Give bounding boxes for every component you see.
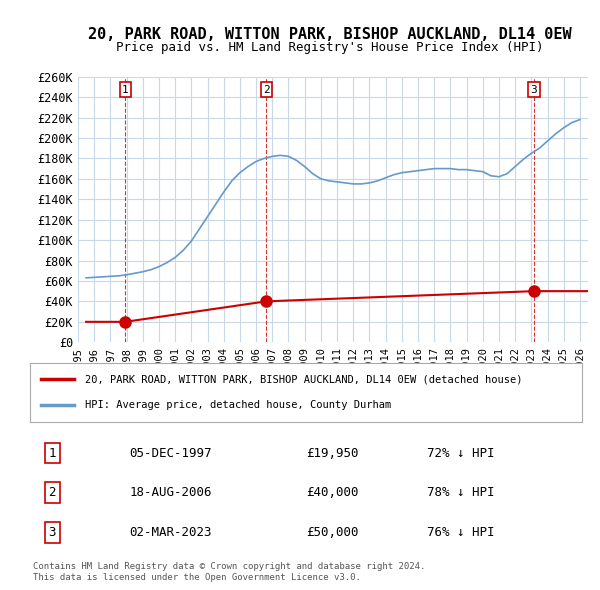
Text: 76% ↓ HPI: 76% ↓ HPI (427, 526, 495, 539)
Text: £40,000: £40,000 (306, 486, 359, 499)
Text: 2: 2 (49, 486, 56, 499)
Text: 3: 3 (49, 526, 56, 539)
Text: 72% ↓ HPI: 72% ↓ HPI (427, 447, 495, 460)
Text: Contains HM Land Registry data © Crown copyright and database right 2024.: Contains HM Land Registry data © Crown c… (33, 562, 425, 571)
Text: 05-DEC-1997: 05-DEC-1997 (130, 447, 212, 460)
Text: 2: 2 (263, 85, 269, 94)
Text: HPI: Average price, detached house, County Durham: HPI: Average price, detached house, Coun… (85, 401, 391, 410)
Text: Price paid vs. HM Land Registry's House Price Index (HPI): Price paid vs. HM Land Registry's House … (116, 41, 544, 54)
Text: 78% ↓ HPI: 78% ↓ HPI (427, 486, 495, 499)
Text: 20, PARK ROAD, WITTON PARK, BISHOP AUCKLAND, DL14 0EW: 20, PARK ROAD, WITTON PARK, BISHOP AUCKL… (88, 27, 572, 41)
Text: 18-AUG-2006: 18-AUG-2006 (130, 486, 212, 499)
Text: 1: 1 (122, 85, 128, 94)
Text: £50,000: £50,000 (306, 526, 359, 539)
Text: 1: 1 (49, 447, 56, 460)
Text: 3: 3 (531, 85, 538, 94)
Text: £19,950: £19,950 (306, 447, 359, 460)
Text: 02-MAR-2023: 02-MAR-2023 (130, 526, 212, 539)
Text: This data is licensed under the Open Government Licence v3.0.: This data is licensed under the Open Gov… (33, 573, 361, 582)
Text: 20, PARK ROAD, WITTON PARK, BISHOP AUCKLAND, DL14 0EW (detached house): 20, PARK ROAD, WITTON PARK, BISHOP AUCKL… (85, 375, 523, 384)
